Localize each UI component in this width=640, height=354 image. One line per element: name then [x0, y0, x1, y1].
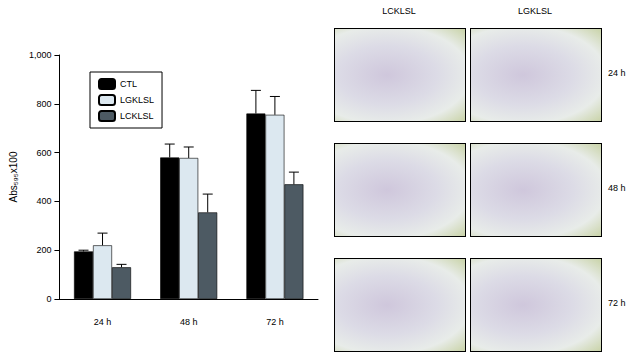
svg-text:48 h: 48 h: [180, 317, 198, 327]
svg-text:0: 0: [46, 294, 51, 304]
svg-text:400: 400: [36, 196, 51, 206]
svg-text:72 h: 72 h: [266, 317, 284, 327]
html-text:24 h: 24 h: [608, 68, 626, 78]
svg-text:1,000: 1,000: [29, 50, 52, 60]
html-text:72 h: 72 h: [608, 298, 626, 308]
svg-text:LCKLSL: LCKLSL: [120, 111, 154, 121]
html-text:LCKLSL: LCKLSL: [382, 6, 416, 16]
html-text:LGKLSL: LGKLSL: [518, 6, 552, 16]
svg-text:Abs₅₉₅x100: Abs₅₉₅x100: [8, 151, 19, 202]
html-text:48 h: 48 h: [608, 183, 626, 193]
svg-text:600: 600: [36, 148, 51, 158]
svg-text:800: 800: [36, 99, 51, 109]
svg-text:LGKLSL: LGKLSL: [120, 95, 154, 105]
svg-text:24 h: 24 h: [94, 317, 112, 327]
svg-text:CTL: CTL: [120, 79, 137, 89]
svg-text:200: 200: [36, 245, 51, 255]
